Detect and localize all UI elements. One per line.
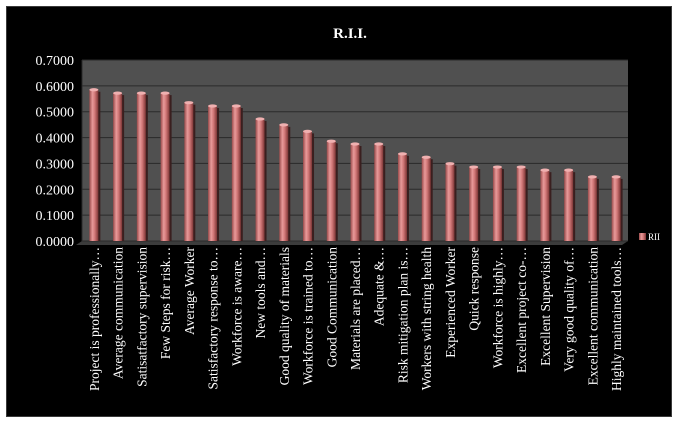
bar [136,91,148,242]
legend-label: RII [648,232,660,242]
bar [587,175,599,241]
bar [611,175,623,241]
bar [564,168,576,241]
y-tick-label: 0.5000 [36,106,75,121]
bar [397,152,409,241]
x-tick-label: Satisfactory response to… [206,247,221,389]
y-tick-label: 0.7000 [36,54,75,69]
bar [516,165,528,241]
bar [445,162,457,241]
bar [469,165,481,241]
legend: RII [639,232,660,242]
bar [255,117,267,241]
bar [184,101,196,242]
y-tick-label: 0.1000 [36,209,75,224]
x-tick-label: Workforce is aware… [229,247,244,366]
bar [208,104,220,241]
y-tick-label: 0.4000 [36,132,75,147]
bar [279,123,291,241]
y-tick-label: 0.0000 [36,235,75,250]
x-tick-label: Average communication [111,247,126,379]
bar [303,129,315,241]
bar [350,142,362,241]
x-tick-label: Very good quality of… [562,247,577,372]
x-tick-label: Few Steps for risk… [158,247,173,359]
bar [492,165,504,241]
bar [540,168,552,241]
x-tick-label: Satisatfactory supervision [134,247,149,387]
x-tick-label: Average Worker [182,247,197,335]
bar [421,155,433,241]
y-tick-label: 0.2000 [36,183,75,198]
x-tick-label: Excellent Supervision [538,247,553,366]
bar [231,104,243,241]
x-tick-label: Experienced Worker [443,247,458,358]
x-tick-label: Highly maintained tools… [609,247,624,391]
x-tick-label: Risk mitigation plan is… [395,247,410,383]
x-tick-label: New tools and… [253,247,268,339]
plot-floor [76,241,628,245]
bar [374,142,386,241]
y-tick-label: 0.6000 [36,80,75,95]
x-tick-label: Quick response [467,247,482,331]
x-tick-label: Workforce is trained to… [301,247,316,385]
bar [326,139,338,241]
x-tick-label: Excellent communication [585,247,600,386]
y-tick-label: 0.3000 [36,157,75,172]
x-tick-label: Good Communication [324,247,339,368]
x-tick-label: Materials are placed… [348,247,363,370]
x-tick-label: Excellent project co-… [514,247,529,373]
legend-swatch [639,233,646,240]
x-tick-label: Workforce is highly… [490,247,505,368]
x-tick-label: Project is professionally… [87,247,102,391]
bar [160,91,172,242]
chart-title: R.I.I. [333,26,367,42]
x-tick-label: Adequate &… [372,247,387,326]
x-tick-label: Workers with string health [419,247,434,391]
bar [89,88,101,241]
bar [113,91,125,242]
x-tick-label: Good quality of materials [277,247,292,385]
